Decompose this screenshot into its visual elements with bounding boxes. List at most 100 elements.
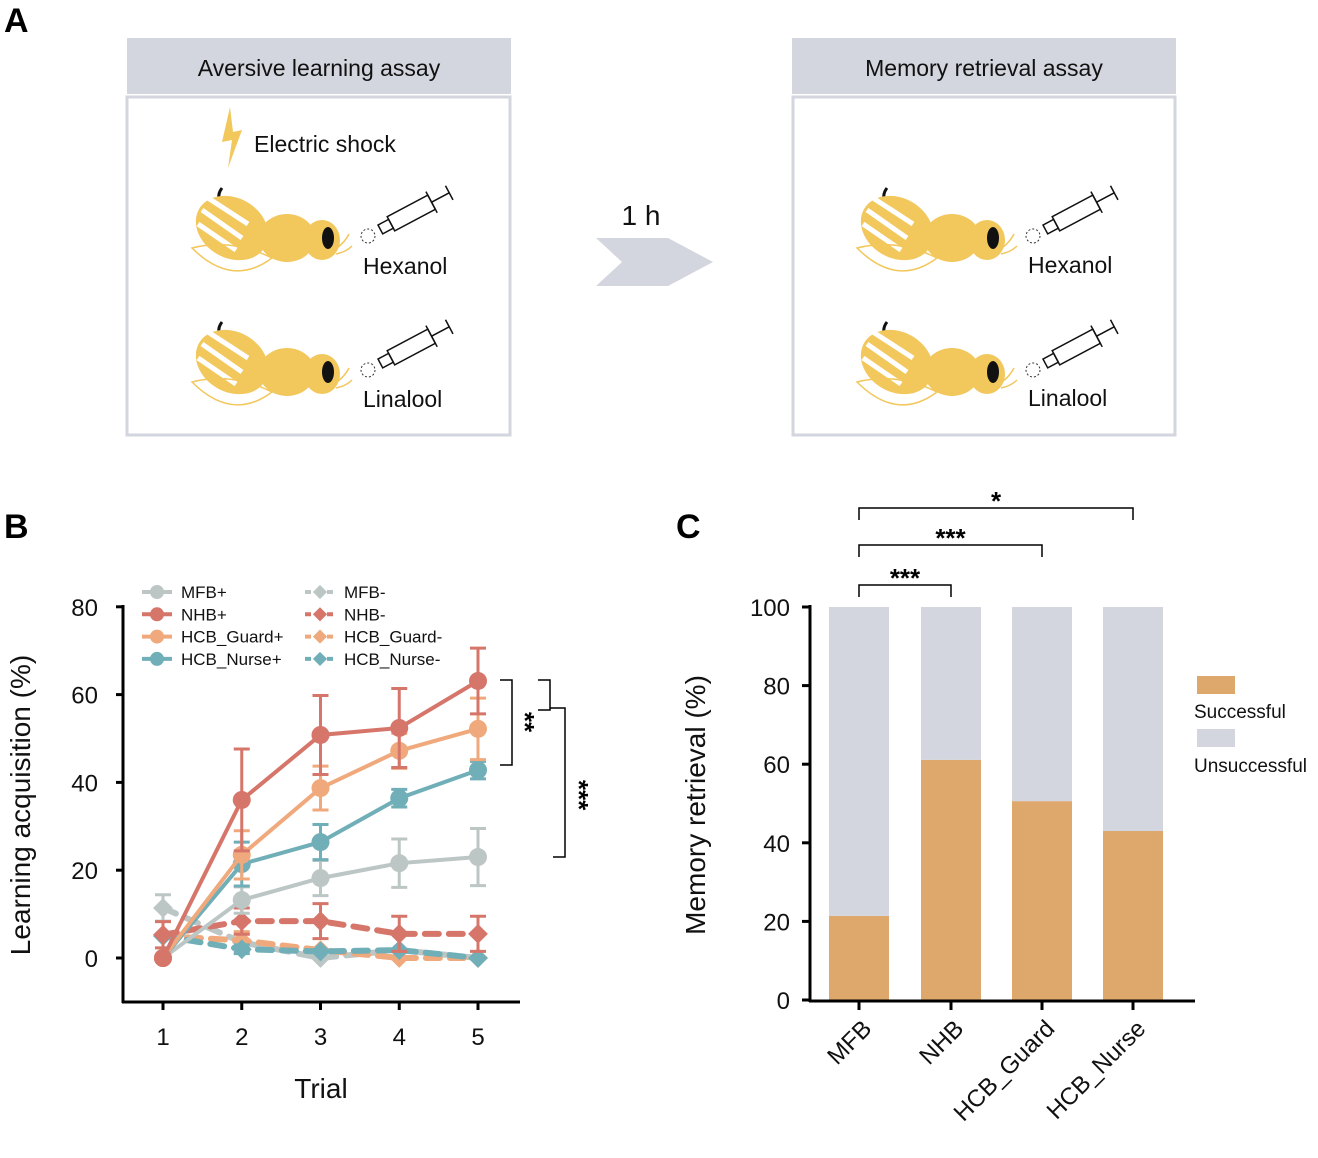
- significance-label: ***: [564, 780, 594, 811]
- y-tick-label: 20: [71, 858, 98, 885]
- bar-unsuccessful: [829, 607, 889, 916]
- y-tick-label: 40: [71, 770, 98, 797]
- significance-bracket: [858, 544, 1043, 557]
- data-point: [311, 869, 330, 888]
- x-tick-label: 5: [471, 1024, 484, 1051]
- odor-hexanol-label: Hexanol: [1028, 252, 1112, 278]
- bee-icon: [849, 183, 1017, 273]
- data-point: [232, 891, 251, 910]
- y-tick-label: 0: [777, 988, 790, 1015]
- y-tick-label: 60: [71, 683, 98, 710]
- panel-label-b: B: [4, 508, 29, 546]
- y-tick-label: 80: [71, 595, 98, 622]
- legend-label: HCB_Guard+: [181, 628, 284, 647]
- legend-marker: [312, 607, 328, 622]
- data-point: [310, 941, 331, 962]
- data-point: [469, 719, 487, 738]
- y-axis-label: Learning acquisition (%): [5, 655, 36, 955]
- data-point: [390, 854, 409, 873]
- panel-label-c: C: [676, 508, 701, 546]
- shock-label: Electric shock: [254, 131, 396, 157]
- y-axis-label: Memory retrieval (%): [680, 675, 711, 935]
- bee-icon: [849, 317, 1017, 407]
- data-point: [311, 779, 330, 798]
- bee-icon: [184, 183, 352, 273]
- aversive-learning-panel: Aversive learning assay Electric shock H…: [125, 38, 512, 437]
- syringe-icon: [1025, 181, 1121, 244]
- learning-acquisition-chart: Trial Learning acquisition (%) ** *** 0 2…: [5, 583, 594, 1104]
- legend-marker: [150, 585, 164, 599]
- data-point: [468, 948, 488, 968]
- data-point: [469, 848, 487, 867]
- x-tick-label: NHB: [914, 1015, 969, 1070]
- data-point: [311, 725, 330, 744]
- significance-label: *: [991, 486, 1002, 516]
- data-point: [311, 833, 330, 852]
- data-point: [153, 898, 173, 918]
- legend-label: NHB+: [181, 605, 227, 624]
- x-tick-label: 3: [314, 1024, 327, 1051]
- legend-label: MFB+: [181, 583, 227, 602]
- bar-unsuccessful: [921, 607, 981, 760]
- data-point: [154, 949, 172, 967]
- data-point: [310, 911, 331, 932]
- syringe-icon: [360, 315, 456, 378]
- data-point: [468, 923, 488, 944]
- legend-label: Successful: [1194, 702, 1286, 723]
- legend-swatch: [1197, 676, 1235, 694]
- legend-marker: [150, 607, 164, 622]
- data-point: [389, 923, 410, 944]
- x-tick-label: HCB_Nurse: [1042, 1015, 1152, 1125]
- significance-label: ***: [935, 523, 966, 553]
- lightning-icon: [222, 107, 242, 168]
- x-tick-label: MFB: [822, 1015, 877, 1070]
- delay-label: 1 h: [622, 200, 661, 231]
- x-tick-label: 2: [235, 1024, 248, 1051]
- y-tick-label: 40: [763, 831, 790, 858]
- legend-swatch: [1197, 729, 1235, 747]
- syringe-icon: [1025, 315, 1121, 378]
- y-tick-label: 100: [750, 595, 790, 622]
- legend-label: HCB_Nurse+: [181, 650, 282, 669]
- legend-label: HCB_Nurse-: [344, 650, 440, 669]
- legend-marker: [312, 584, 328, 600]
- memory-retrieval-title: Memory retrieval assay: [865, 55, 1103, 81]
- bar-unsuccessful: [1012, 607, 1072, 802]
- x-tick-label: 1: [156, 1024, 169, 1051]
- bar-successful: [1012, 801, 1072, 1000]
- legend-marker: [150, 629, 164, 644]
- aversive-learning-title: Aversive learning assay: [198, 55, 441, 81]
- data-point: [232, 790, 251, 809]
- x-axis-label: Trial: [294, 1073, 347, 1104]
- bar-successful: [829, 915, 889, 1000]
- significance-bracket: [858, 584, 952, 597]
- x-tick-label: 4: [393, 1024, 406, 1051]
- bar-unsuccessful: [1103, 607, 1163, 832]
- data-point: [390, 718, 409, 737]
- data-point: [390, 789, 409, 808]
- legend-label: HCB_Guard-: [344, 628, 442, 647]
- y-tick-label: 60: [763, 752, 790, 779]
- odor-linalool-label: Linalool: [363, 386, 442, 412]
- y-tick-label: 80: [763, 674, 790, 701]
- significance-label: **: [510, 712, 540, 733]
- legend-marker: [312, 651, 328, 666]
- panel-label-a: A: [4, 2, 29, 40]
- memory-retrieval-chart: Memory retrieval (%) MFB NHBHCB_GuardHCB_…: [680, 486, 1307, 1127]
- delay-arrow: 1 h: [596, 200, 713, 286]
- odor-hexanol-label: Hexanol: [363, 253, 447, 279]
- legend-label: Unsuccessful: [1194, 756, 1307, 777]
- bee-icon: [184, 317, 352, 407]
- legend-label: MFB-: [344, 583, 386, 602]
- memory-retrieval-panel: Memory retrieval assay Hexanol Linalool: [791, 38, 1177, 437]
- data-point: [469, 761, 487, 780]
- legend-label: NHB-: [344, 605, 386, 624]
- y-tick-label: 20: [763, 909, 790, 936]
- legend-marker: [150, 651, 164, 666]
- syringe-icon: [360, 181, 456, 244]
- legend-marker: [312, 629, 328, 644]
- significance-bracket: [858, 507, 1134, 520]
- significance-label: ***: [890, 563, 921, 593]
- y-tick-label: 0: [85, 946, 98, 973]
